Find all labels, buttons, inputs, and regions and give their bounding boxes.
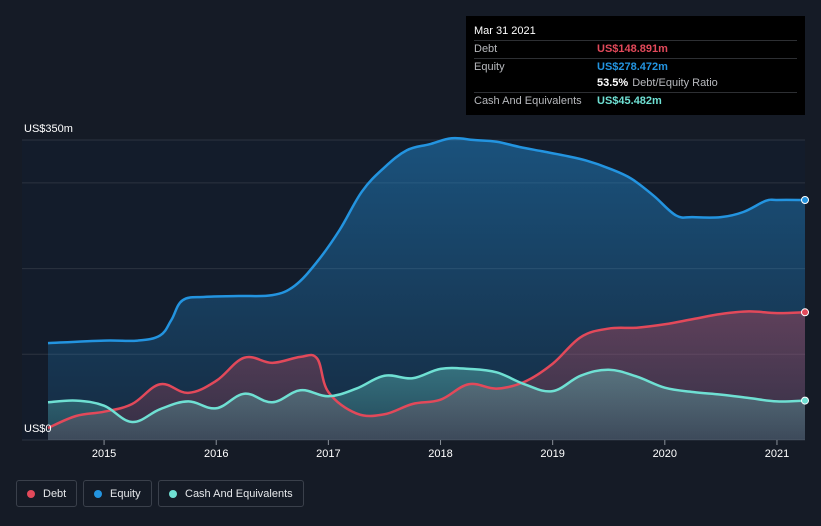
x-axis-ticks: 2015 2016 2017 2018 2019 2020 2021	[92, 440, 789, 460]
tooltip-cash-row: Cash And Equivalents US$45.482m	[474, 91, 797, 110]
tooltip-debt-row: Debt US$148.891m	[474, 40, 797, 58]
debt-endpoint[interactable]	[801, 308, 809, 317]
cash-endpoint[interactable]	[801, 396, 809, 405]
debt-line	[47, 310, 806, 430]
tooltip-panel: Mar 31 2021 Debt US$148.891m Equity US$2…	[466, 16, 805, 115]
tooltip-debt-label: Debt	[474, 43, 498, 55]
tooltip-debt-value: US$148.891m	[597, 43, 668, 55]
x-tick-label: 2017	[316, 448, 340, 460]
x-tick-label: 2019	[540, 448, 564, 460]
x-tick-label: 2021	[765, 448, 789, 460]
x-tick-label: 2016	[204, 448, 228, 460]
legend-equity-label: Equity	[110, 487, 141, 500]
legend-equity[interactable]: Equity	[83, 480, 152, 507]
legend-debt[interactable]: Debt	[16, 480, 78, 507]
tooltip-date: Mar 31 2021	[474, 25, 536, 37]
legend-cash-dot-icon	[169, 489, 177, 498]
tooltip-ratio-row: 53.5% Debt/Equity Ratio	[474, 75, 797, 92]
tooltip-cash-label: Cash And Equivalents	[474, 94, 582, 107]
tooltip-equity-value: US$278.472m	[597, 60, 668, 73]
y-axis-top-label: US$350m	[24, 123, 73, 135]
tooltip-equity-row: Equity US$278.472m	[474, 57, 797, 76]
equity-line	[47, 136, 806, 345]
tooltip-equity-label: Equity	[474, 60, 505, 73]
tooltip-ratio-value: 53.5%	[597, 77, 629, 89]
legend-cash[interactable]: Cash And Equivalents	[158, 480, 304, 507]
tooltip-cash-value: US$45.482m	[597, 94, 662, 107]
series-areas	[48, 138, 805, 440]
legend-cash-label: Cash And Equivalents	[185, 487, 293, 500]
cash-line	[47, 366, 806, 424]
y-axis-bottom-label: US$0	[24, 423, 52, 435]
series-endpoints	[801, 196, 809, 405]
legend-equity-dot-icon	[94, 489, 102, 498]
x-tick-label: 2020	[653, 448, 677, 460]
cash-area	[48, 367, 805, 440]
legend-debt-dot-icon	[27, 489, 35, 498]
x-tick-label: 2015	[92, 448, 116, 460]
tooltip-ratio-label: Debt/Equity Ratio	[632, 77, 718, 89]
legend-debt-label: Debt	[43, 487, 67, 500]
x-tick-label: 2018	[428, 448, 452, 460]
series-lines	[47, 136, 806, 430]
equity-endpoint[interactable]	[801, 196, 809, 204]
